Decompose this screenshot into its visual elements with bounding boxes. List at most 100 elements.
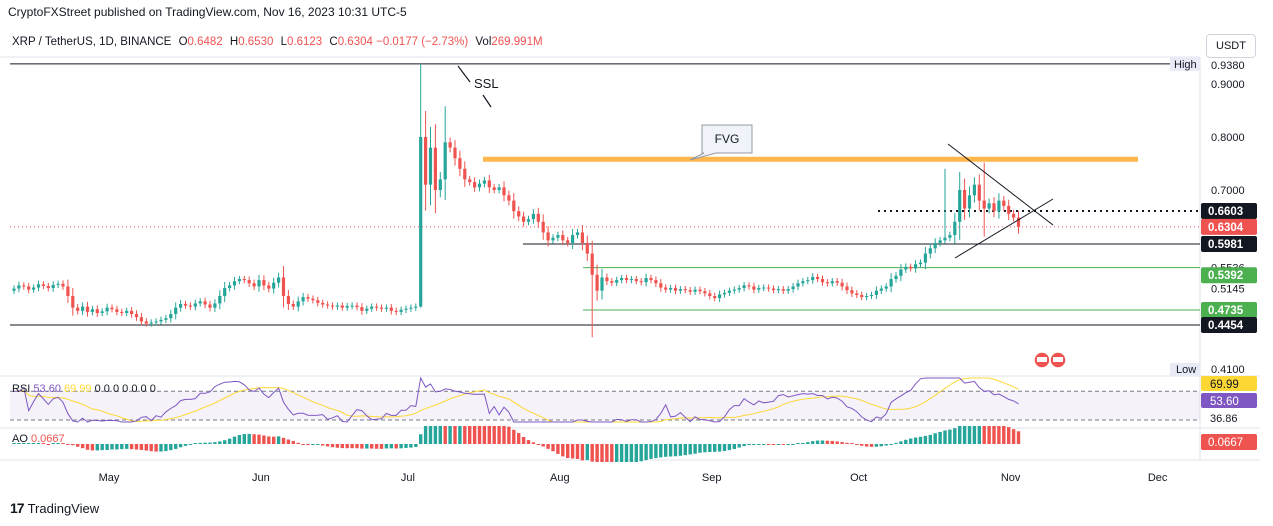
- candle-body: [164, 318, 168, 320]
- candle-body: [943, 237, 947, 241]
- ao-bar: [183, 444, 188, 446]
- candle-body: [12, 288, 16, 291]
- rsi-zero: 0: [122, 383, 129, 395]
- ao-bar: [879, 444, 883, 447]
- ao-bar: [428, 426, 433, 444]
- ao-bar: [237, 434, 242, 444]
- ao-bar: [742, 444, 746, 447]
- candle-body: [370, 306, 374, 309]
- ao-bar: [796, 443, 800, 444]
- rsi-ma-badge: [1201, 376, 1257, 391]
- candle-body: [203, 301, 207, 305]
- candle-body: [889, 279, 893, 287]
- ao-bar: [208, 442, 212, 444]
- y-tick-label: 0.7000: [1211, 185, 1245, 197]
- candle-body: [688, 290, 692, 292]
- ao-bar: [61, 443, 65, 444]
- ao-bar: [433, 426, 438, 444]
- tradingview-logo[interactable]: 17 TradingView: [10, 500, 99, 516]
- candle-body: [179, 303, 183, 308]
- ao-bar: [345, 444, 349, 449]
- candle-body: [32, 287, 36, 290]
- ao-bar: [600, 444, 604, 462]
- ao-bar: [526, 440, 531, 444]
- x-tick-label: Oct: [850, 472, 867, 484]
- high-label: High: [1174, 59, 1197, 71]
- ao-bar: [933, 433, 937, 444]
- ao-bar: [644, 444, 648, 461]
- candle-body: [605, 277, 609, 282]
- ao-bar: [335, 444, 340, 448]
- ao-bar: [394, 444, 398, 449]
- candle-body: [90, 309, 94, 312]
- ao-bar: [453, 426, 457, 444]
- ao-bar: [76, 444, 80, 447]
- x-tick-label: Sep: [702, 472, 722, 484]
- candle-body: [1012, 213, 1016, 218]
- candle-body: [291, 303, 295, 307]
- candle-body: [477, 183, 482, 188]
- ao-bar: [227, 438, 232, 444]
- rsi-label: RSI: [12, 383, 31, 395]
- price-label-badge: [1201, 316, 1257, 333]
- ao-bar: [776, 444, 781, 445]
- candle-body: [649, 277, 653, 281]
- candle-body: [159, 319, 163, 322]
- low-badge: [1170, 363, 1200, 376]
- ao-legend[interactable]: AO 0.0667: [12, 433, 65, 445]
- ao-bar: [566, 444, 570, 459]
- candle-body: [379, 307, 384, 309]
- ao-bar: [659, 444, 663, 458]
- ao-bar: [389, 444, 393, 449]
- low-label: Low: [1176, 364, 1196, 376]
- candle-body: [340, 305, 344, 308]
- symbol-title[interactable]: XRP / TetherUS, 1D, BINANCE: [12, 36, 172, 48]
- high-badge: [1170, 56, 1200, 71]
- ao-bar: [115, 444, 119, 450]
- ao-bar: [752, 444, 756, 445]
- ao-bar: [766, 444, 771, 445]
- ao-bar: [536, 444, 540, 445]
- ao-bar: [22, 443, 26, 444]
- candle-body: [757, 288, 761, 290]
- ao-bar: [56, 443, 60, 444]
- ao-bar: [71, 444, 75, 446]
- ao-bar: [379, 444, 384, 449]
- candle-body: [252, 283, 256, 287]
- candle-body: [433, 147, 437, 190]
- price-label-badge: [1201, 236, 1257, 253]
- ao-bar: [286, 439, 291, 444]
- ao-bar: [458, 426, 462, 444]
- candle-body: [546, 232, 550, 241]
- candle-body: [953, 221, 957, 236]
- candle-body: [526, 219, 531, 222]
- candle-body: [571, 235, 575, 243]
- rsi-zero: 0: [140, 383, 147, 395]
- candle-body: [561, 235, 565, 241]
- candle-body: [468, 179, 472, 183]
- ao-bar: [423, 426, 428, 444]
- candle-body: [188, 305, 192, 307]
- rsi-ma-axis-label: 69.99: [1210, 379, 1239, 391]
- candle-body: [693, 289, 697, 292]
- ao-bar: [556, 444, 560, 454]
- close-label: C: [329, 36, 338, 48]
- candle-body: [144, 321, 148, 324]
- ao-bar: [399, 444, 403, 449]
- ao-bar: [864, 444, 869, 447]
- ao-bar: [409, 444, 413, 448]
- candle-body: [27, 286, 31, 290]
- rsi-legend[interactable]: RSI 53.60 69.99 0 0 0 0 0 0 0: [12, 383, 156, 395]
- flag-stripe: [1053, 357, 1063, 362]
- candle-body: [134, 314, 139, 318]
- candle-body: [722, 292, 727, 295]
- candle-body: [277, 277, 281, 283]
- rsi-axis-label: 53.60: [1210, 396, 1239, 408]
- y-tick-label: 0.8000: [1211, 132, 1245, 144]
- candle-body: [1007, 205, 1011, 214]
- high-value: 0.6530: [238, 36, 274, 48]
- ao-bar: [404, 444, 408, 448]
- currency-button[interactable]: USDT: [1206, 34, 1256, 58]
